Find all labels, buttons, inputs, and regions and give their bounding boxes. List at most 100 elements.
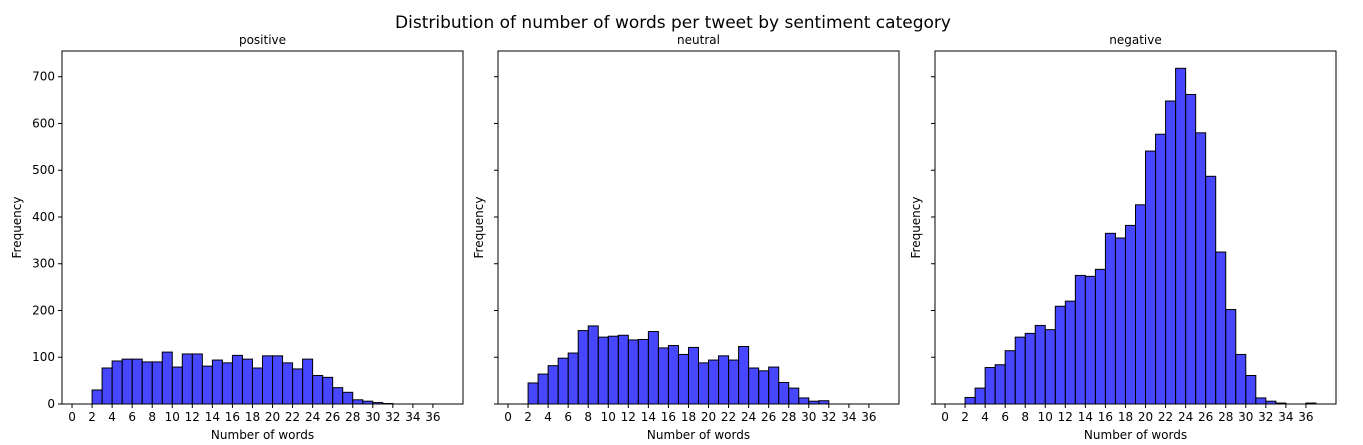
- x-tick-label: 16: [1098, 410, 1113, 424]
- subplot-title: positive: [239, 33, 286, 47]
- histogram-bar: [201, 365, 213, 405]
- y-tick-label: 600: [32, 116, 55, 130]
- x-tick-label: 24: [1178, 410, 1193, 424]
- histogram-bar: [964, 396, 976, 405]
- y-tick-label: 0: [47, 397, 55, 411]
- histogram-bar: [984, 367, 996, 405]
- histogram-bar: [1054, 305, 1066, 405]
- x-tick-label: 20: [1138, 410, 1153, 424]
- x-tick-label: 2: [88, 410, 96, 424]
- histogram-bar: [342, 391, 354, 405]
- subplot-neutral: 0 2 4 6 8 10 12 14 16 18 20 22 24 26 28 30 32 34 36neutral…: [472, 33, 900, 442]
- histogram-bar: [1004, 350, 1016, 405]
- y-tick-label: 300: [32, 257, 55, 271]
- x-tick-label: 30: [365, 410, 380, 424]
- histogram-bar: [111, 360, 123, 405]
- x-tick-label: 22: [285, 410, 300, 424]
- x-axis-label: Number of words: [1084, 428, 1187, 442]
- x-tick-label: 10: [1038, 410, 1053, 424]
- x-tick-label: 14: [205, 410, 220, 424]
- histogram-bar: [1084, 275, 1096, 405]
- histogram-bar: [1104, 232, 1116, 405]
- x-tick-label: 8: [148, 410, 156, 424]
- x-tick-label: 36: [1298, 410, 1313, 424]
- x-tick-label: 34: [841, 410, 856, 424]
- histogram-bar: [1175, 67, 1187, 405]
- histogram-bar: [627, 339, 639, 405]
- histogram-bar: [587, 325, 599, 405]
- x-tick-label: 8: [584, 410, 592, 424]
- x-tick-label: 12: [621, 410, 636, 424]
- x-tick-label: 32: [385, 410, 400, 424]
- histogram-bar: [1195, 132, 1207, 405]
- histogram-bar: [322, 376, 334, 405]
- histogram-bar: [788, 387, 800, 405]
- x-tick-label: 30: [1238, 410, 1253, 424]
- subplot-title: neutral: [677, 33, 720, 47]
- x-axis-label: Number of words: [647, 428, 750, 442]
- x-tick-label: 0: [941, 410, 949, 424]
- x-tick-label: 8: [1021, 410, 1029, 424]
- histogram-bar: [748, 367, 760, 405]
- x-tick-label: 14: [1078, 410, 1093, 424]
- histogram-bar: [282, 362, 294, 405]
- x-tick-label: 16: [225, 410, 240, 424]
- x-tick-label: 6: [128, 410, 136, 424]
- x-tick-label: 10: [165, 410, 180, 424]
- x-tick-label: 36: [425, 410, 440, 424]
- x-tick-label: 10: [601, 410, 616, 424]
- histogram-bar: [312, 374, 324, 405]
- histogram-bar: [141, 361, 153, 405]
- histogram-bar: [181, 353, 193, 405]
- histogram-bar: [637, 338, 649, 405]
- x-tick-label: 18: [245, 410, 260, 424]
- axes-frame: [497, 50, 900, 405]
- histogram-bar: [231, 354, 243, 405]
- histogram-bar: [161, 351, 173, 405]
- histogram-bar: [1094, 268, 1106, 405]
- histogram-bar: [1235, 353, 1247, 405]
- x-tick-label: 2: [524, 410, 532, 424]
- x-tick-label: 12: [1058, 410, 1073, 424]
- histogram-bar: [1155, 133, 1167, 405]
- histogram-bar: [211, 359, 223, 405]
- histogram-bar: [1165, 100, 1177, 405]
- histogram-bar: [272, 355, 284, 405]
- y-tick-label: 700: [32, 70, 55, 84]
- histogram-bar: [352, 399, 364, 405]
- histogram-bar: [101, 367, 113, 405]
- x-tick-label: 4: [981, 410, 989, 424]
- x-tick-label: 28: [345, 410, 360, 424]
- histogram-bar: [718, 355, 730, 405]
- histogram-bar: [527, 382, 539, 405]
- x-tick-label: 34: [1278, 410, 1293, 424]
- histogram-bar: [1135, 204, 1147, 405]
- histogram-bar: [221, 362, 233, 405]
- histogram-bar: [567, 352, 579, 405]
- histogram-bar: [607, 335, 619, 405]
- histogram-bar: [1014, 336, 1026, 405]
- histogram-bar: [241, 358, 253, 405]
- histogram-bar: [547, 365, 559, 405]
- x-tick-label: 18: [681, 410, 696, 424]
- x-tick-label: 30: [801, 410, 816, 424]
- histogram-bar: [1034, 324, 1046, 405]
- histogram-bar: [1024, 332, 1036, 405]
- x-tick-label: 18: [1118, 410, 1133, 424]
- histogram-bar: [647, 331, 659, 405]
- histogram-bar: [191, 353, 203, 405]
- histogram-bars: [527, 325, 830, 405]
- y-tick-label: 400: [32, 210, 55, 224]
- x-tick-label: 2: [961, 410, 969, 424]
- histogram-bar: [1245, 374, 1257, 405]
- panels: 0 2 4 6 8 10 12 14 16 18 20 22 24 26 28 30 32 34 360100200…: [10, 33, 1337, 442]
- histogram-bar: [974, 387, 986, 405]
- histogram-bar: [1185, 93, 1197, 405]
- histogram-bar: [758, 370, 770, 405]
- histogram-bar: [1114, 237, 1126, 405]
- histogram-bar: [557, 357, 569, 405]
- x-tick-label: 6: [1001, 410, 1009, 424]
- histogram-bar: [667, 345, 679, 405]
- histogram-bar: [577, 330, 589, 405]
